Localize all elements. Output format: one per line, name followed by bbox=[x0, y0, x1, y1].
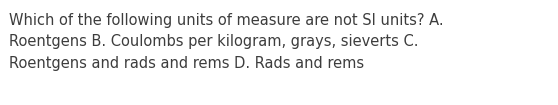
Text: Which of the following units of measure are not SI units? A.
Roentgens B. Coulom: Which of the following units of measure … bbox=[9, 13, 444, 71]
